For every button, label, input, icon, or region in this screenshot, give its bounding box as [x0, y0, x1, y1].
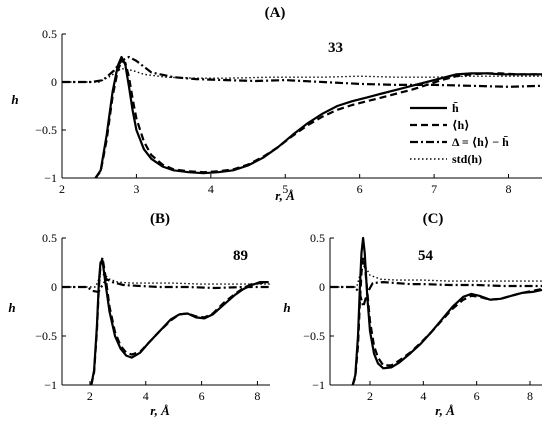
legend-entry: Δ = ⟨h⟩ − h̄	[452, 135, 509, 149]
legend-entry: std(h)	[452, 152, 482, 166]
y-tick-label: 0	[319, 280, 325, 294]
x-tick-label: 2	[59, 182, 65, 196]
series-line-dashdot	[62, 278, 270, 293]
x-tick-label: 2	[367, 389, 373, 403]
series-line-solid	[94, 55, 542, 179]
x-tick-label: 6	[199, 389, 205, 403]
x-tick-label: 6	[357, 182, 363, 196]
panel-a: 2 3 4 5 6 7 8 0.5 0 −0.5 −1 (A) 33 r, Å h h̄ ⟨h⟩ Δ = ⟨h⟩ …	[11, 5, 543, 203]
y-axis-label: h	[11, 92, 18, 107]
y-tick-label: −0.5	[35, 123, 57, 137]
y-tick-label: −1	[44, 378, 57, 392]
y-tick-label: −1	[44, 171, 57, 185]
y-tick-label: −0.5	[303, 329, 325, 343]
y-tick-label: 0	[51, 75, 57, 89]
x-tick-label: 4	[420, 389, 426, 403]
legend: h̄ ⟨h⟩ Δ = ⟨h⟩ − h̄ std(h)	[410, 101, 509, 166]
x-tick-label: 8	[506, 182, 512, 196]
y-axis-label: h	[283, 300, 290, 315]
x-tick-label: 8	[254, 389, 260, 403]
series-line-dashdot	[330, 281, 542, 308]
x-tick-label: 2	[87, 389, 93, 403]
y-tick-label: 0.5	[310, 231, 325, 245]
series-line-dotted	[330, 264, 542, 288]
series-line-dotted	[62, 273, 270, 288]
x-tick-label: 7	[431, 182, 437, 196]
legend-entry: ⟨h⟩	[452, 118, 470, 132]
legend-entry: h̄	[452, 101, 459, 115]
series-line-solid	[90, 259, 269, 386]
x-tick-label: 8	[527, 389, 533, 403]
x-tick-label: 4	[208, 182, 214, 196]
x-axis-label: r, Å	[150, 403, 170, 418]
x-axis-label: r, Å	[275, 188, 295, 203]
panel-label: (B)	[150, 211, 170, 227]
x-axis-label: r, Å	[435, 403, 455, 418]
y-tick-label: 0.5	[42, 231, 57, 245]
y-axis-label: h	[8, 300, 15, 315]
series-line-dashed	[351, 256, 543, 386]
x-tick-label: 4	[143, 389, 149, 403]
x-tick-label: 3	[133, 182, 139, 196]
panel-c: 2 4 6 8 0.5 0 −0.5 −1 (C) 54 r, Å h	[283, 211, 543, 418]
y-tick-label: −1	[312, 378, 325, 392]
series-line-dotted	[62, 67, 542, 83]
x-tick-label: 5	[282, 182, 288, 196]
x-tick-label: 6	[474, 389, 480, 403]
series-line-dashdot	[62, 55, 543, 88]
y-tick-label: 0	[51, 280, 57, 294]
panel-b: 2 4 6 8 0.5 0 −0.5 −1 (B) 89 r, Å h	[8, 211, 270, 418]
panel-label: (A)	[265, 5, 286, 21]
panel-annotation: 89	[233, 248, 248, 264]
panel-annotation: 33	[328, 40, 343, 56]
panel-label: (C)	[423, 211, 444, 227]
panel-annotation: 54	[418, 248, 434, 264]
y-tick-label: 0.5	[42, 27, 57, 41]
y-tick-label: −0.5	[35, 329, 57, 343]
series-line-dashed	[90, 256, 269, 386]
